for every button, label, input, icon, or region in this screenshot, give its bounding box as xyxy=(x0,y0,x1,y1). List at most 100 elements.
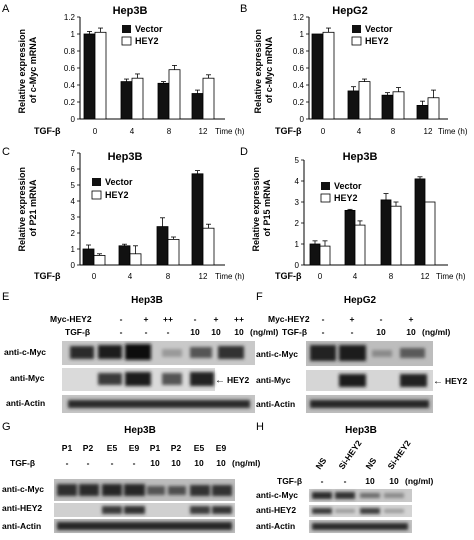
x-axis-label: TGF-β xyxy=(275,126,302,136)
lane-value: 10 xyxy=(171,458,181,468)
legend-label-hey2: HEY2 xyxy=(334,193,358,203)
x-axis-ticks: 0 4 8 12 xyxy=(321,127,433,136)
x-axis-label: TGF-β xyxy=(34,271,61,281)
y-axis-ticks: 0 1 2 3 4 5 6 7 xyxy=(71,149,76,270)
bar-hey2 xyxy=(354,224,366,266)
unit-label: (ng/ml) xyxy=(250,327,278,337)
bar-vector xyxy=(191,93,204,120)
x-tick-label: 8 xyxy=(167,127,172,136)
y-tick-label: 0.6 xyxy=(293,64,305,73)
x-tick-label: 12 xyxy=(199,272,208,281)
lane-value: 10 xyxy=(234,327,244,337)
bars xyxy=(77,16,225,120)
panel-letter: F xyxy=(256,291,263,303)
band-label-actin: anti-Actin xyxy=(256,521,295,531)
lane-value: - xyxy=(145,327,148,337)
lane-value: 10 xyxy=(211,327,221,337)
bar-hey2 xyxy=(168,69,181,120)
band xyxy=(57,522,232,530)
band xyxy=(339,374,366,387)
bar-vector xyxy=(83,33,96,120)
bands-c-myc xyxy=(312,492,404,499)
band xyxy=(57,484,77,496)
band xyxy=(168,486,186,495)
chart-title: Hep3B xyxy=(113,5,148,17)
bar-vector xyxy=(120,81,133,120)
band xyxy=(70,346,94,359)
legend-label-vector: Vector xyxy=(334,181,362,191)
bar-hey2 xyxy=(202,227,215,266)
y-tick-label: 0.8 xyxy=(64,47,76,56)
arrow-icon: ← xyxy=(215,375,225,386)
bands-c-myc xyxy=(310,345,425,361)
legend: Vector HEY2 xyxy=(320,181,362,203)
panel-c: C Hep3B Relative expression of P21 mRNA … xyxy=(2,146,245,281)
blot-title: Hep3B xyxy=(131,295,163,306)
y-tick-label: 2 xyxy=(295,219,300,228)
y-tick-label: 1 xyxy=(71,245,76,254)
band xyxy=(372,350,392,357)
legend-swatch-vector xyxy=(92,178,101,186)
bar-vector xyxy=(347,90,360,120)
band xyxy=(335,492,355,499)
y-axis-label: Relative expression of c-Myc mRNA xyxy=(253,26,274,113)
lane-value: 10 xyxy=(376,327,386,337)
lane-value: 10 xyxy=(194,458,204,468)
bar-hey2 xyxy=(319,245,331,266)
band xyxy=(125,344,151,360)
unit-label: (ng/ml) xyxy=(405,476,433,486)
x-tick-label: 4 xyxy=(130,127,135,136)
y-tick-label: 3 xyxy=(295,198,300,207)
y-tick-label: 1.2 xyxy=(293,13,305,22)
y-tick-label: 7 xyxy=(71,149,76,158)
lane-value: 10 xyxy=(406,327,416,337)
bar-vector xyxy=(381,94,394,120)
x-tick-label: 8 xyxy=(389,272,394,281)
lane-label: P2 xyxy=(171,443,182,453)
chart-title: HepG2 xyxy=(332,5,367,17)
row-values: - + - + xyxy=(322,314,414,324)
panel-e: E Hep3B Myc-HEY2 - + ++ - + ++ TGF-β - -… xyxy=(2,291,278,413)
band xyxy=(212,485,232,496)
blot-title: Hep3B xyxy=(345,425,377,436)
lane-value: - xyxy=(87,458,90,468)
legend-swatch-vector xyxy=(122,25,131,33)
panel-f: F HepG2 Myc-HEY2 - + - + TGF-β - - 10 10… xyxy=(256,291,467,413)
lane-labels: NS Si-HEY2 NS Si-HEY2 xyxy=(313,438,412,471)
lane-value: - xyxy=(120,314,123,324)
band xyxy=(162,349,182,357)
band-label-myc: anti-Myc xyxy=(256,375,291,385)
lane-label: P1 xyxy=(150,443,161,453)
x-axis-ticks: 0 4 8 12 xyxy=(92,272,208,281)
panel-a: A Hep3B Relative expression of c-Myc mRN… xyxy=(2,3,245,136)
bar-hey2 xyxy=(129,253,142,266)
x-tick-label: 4 xyxy=(353,272,358,281)
lane-value: - xyxy=(344,476,347,486)
bar-hey2 xyxy=(427,97,440,120)
lane-label: Si-HEY2 xyxy=(336,438,363,471)
lane-label: E9 xyxy=(129,443,140,453)
band xyxy=(335,509,355,513)
row-label-tgf-beta: TGF-β xyxy=(282,327,307,337)
band xyxy=(98,373,122,385)
legend-label-vector: Vector xyxy=(135,24,163,34)
row-label-tgf-beta: TGF-β xyxy=(10,458,35,468)
lane-value: - xyxy=(322,327,325,337)
y-tick-label: 2 xyxy=(71,229,76,238)
band xyxy=(218,346,244,359)
x-axis-ticks: 0 4 8 12 xyxy=(93,127,208,136)
band-label-hey2: anti-HEY2 xyxy=(2,503,42,513)
legend-swatch-hey2 xyxy=(121,36,132,46)
bar-vector xyxy=(309,243,321,266)
band xyxy=(68,400,250,408)
panel-letter: C xyxy=(2,146,10,158)
legend-swatch-hey2 xyxy=(351,36,362,46)
lane-value: - xyxy=(111,458,114,468)
arrow-label-hey2: HEY2 xyxy=(445,376,467,386)
bar-hey2 xyxy=(131,77,144,120)
chart-title: Hep3B xyxy=(108,151,143,163)
band xyxy=(360,508,380,514)
x-tick-label: 0 xyxy=(92,272,97,281)
bar-hey2 xyxy=(424,201,436,266)
legend-swatch-hey2 xyxy=(320,193,331,203)
